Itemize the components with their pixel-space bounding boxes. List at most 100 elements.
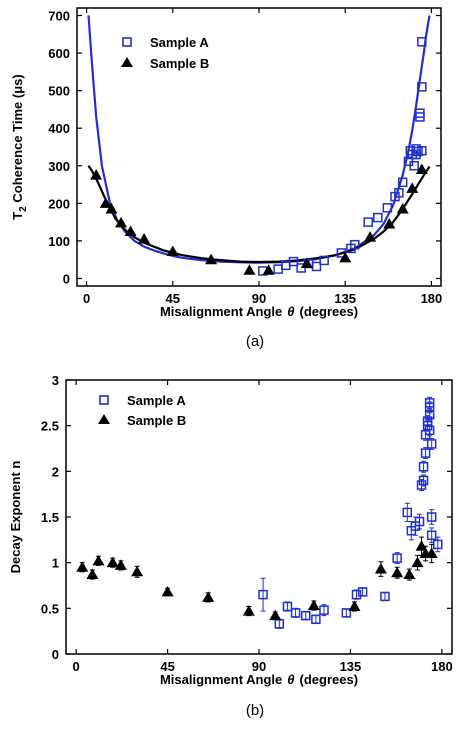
- data-point-sample-b: [364, 231, 377, 242]
- data-point-sample-b: [411, 556, 424, 568]
- data-point-sample-a: [402, 507, 413, 518]
- data-point-sample-b: [415, 163, 428, 175]
- legend-a-label-sample-b: Sample B: [150, 56, 209, 71]
- legend-a-marker-sample-a: [122, 37, 132, 47]
- data-point-sample-a: [415, 108, 425, 118]
- chart-a-xlabel: Misalignment Angle θ (degrees): [160, 304, 358, 319]
- data-point-sample-a: [417, 146, 427, 156]
- data-point-sample-b: [391, 566, 404, 578]
- x-tick-label: 0: [83, 291, 90, 306]
- data-point-sample-b: [383, 218, 396, 229]
- data-point-sample-a: [433, 539, 443, 550]
- data-point-sample-b: [262, 264, 275, 275]
- data-point-sample-b: [99, 197, 112, 208]
- data-point-sample-b: [300, 257, 313, 268]
- x-tick-label: 180: [431, 659, 453, 674]
- data-point-sample-a: [311, 614, 321, 625]
- data-point-sample-a: [424, 425, 435, 435]
- x-tick-label: 135: [334, 291, 356, 306]
- data-point-sample-a: [350, 239, 360, 250]
- chart-a-frame: [76, 7, 442, 287]
- fit-curve: [87, 15, 431, 264]
- chart-a-ticks: 0 45 90 135 180 0 100 200 300 400 500 600 700: [48, 8, 442, 306]
- data-point-sample-a: [341, 608, 352, 618]
- data-point-sample-a: [351, 589, 362, 600]
- y-tick-label: 3: [52, 373, 59, 388]
- y-tick-label: 1: [52, 556, 59, 571]
- chart-panel-b: 0 45 90 135 180 0 0.5 1 1.5 2 2.5 3 Sample A Sample…: [8, 373, 453, 719]
- data-point-sample-a: [373, 212, 383, 223]
- x-tick-label: 0: [73, 659, 80, 674]
- legend-b-label-sample-a: Sample A: [127, 393, 186, 408]
- chart-a-plot: [87, 15, 431, 276]
- data-point-sample-a: [281, 260, 291, 271]
- data-point-sample-a: [397, 177, 408, 188]
- data-point-sample-b: [307, 599, 320, 611]
- data-point-sample-b: [161, 585, 174, 597]
- data-point-sample-b: [269, 609, 282, 621]
- x-tick-label: 180: [421, 291, 443, 306]
- data-point-sample-a: [357, 587, 368, 597]
- y-tick-label: 2.5: [41, 419, 59, 434]
- data-point-sample-a: [273, 264, 283, 274]
- chart-b-plot: [76, 396, 443, 629]
- y-tick-label: 0: [52, 647, 59, 662]
- data-point-sample-b: [243, 264, 256, 275]
- data-point-sample-b: [348, 600, 361, 612]
- data-point-sample-b: [374, 563, 387, 574]
- data-point-sample-b: [202, 591, 215, 602]
- data-point-sample-a: [363, 217, 373, 227]
- y-tick-label: 2: [52, 464, 59, 479]
- data-point-sample-a: [409, 161, 419, 171]
- data-point-sample-b: [242, 605, 255, 616]
- data-point-sample-a: [258, 589, 268, 600]
- data-point-sample-b: [339, 251, 352, 263]
- chart-panel-a: 0 45 90 135 180 0 100 200 300 400 500 600 700 Sample…: [10, 7, 442, 350]
- y-tick-label: 0.5: [41, 601, 59, 616]
- chart-b-ticks: 0 45 90 135 180 0 0.5 1 1.5 2 2.5 3: [41, 373, 453, 674]
- y-tick-label: 1.5: [41, 510, 59, 525]
- data-point-sample-a: [411, 144, 421, 154]
- data-point-sample-a: [288, 256, 299, 267]
- data-point-sample-a: [380, 591, 390, 602]
- data-point-sample-b: [86, 568, 99, 580]
- y-tick-label: 400: [48, 121, 70, 136]
- data-point-sample-b: [105, 202, 118, 214]
- y-tick-label: 500: [48, 84, 70, 99]
- data-point-sample-a: [414, 516, 425, 527]
- data-point-sample-b: [396, 202, 409, 214]
- y-tick-label: 0: [63, 271, 70, 286]
- data-point-sample-a: [382, 203, 393, 213]
- data-point-sample-a: [311, 261, 322, 272]
- data-point-sample-a: [418, 462, 429, 472]
- chart-a-ylabel: T2 Coherence Time (μs): [10, 74, 29, 220]
- data-point-sample-a: [418, 475, 429, 486]
- y-tick-label: 200: [48, 196, 70, 211]
- legend-a-marker-sample-b: [121, 57, 133, 67]
- data-point-sample-a: [426, 512, 437, 522]
- data-point-sample-a: [426, 530, 437, 541]
- data-point-sample-a: [300, 610, 311, 621]
- x-tick-label: 45: [166, 291, 180, 306]
- data-point-sample-a: [392, 553, 402, 563]
- data-point-sample-b: [90, 169, 103, 180]
- x-tick-label: 45: [160, 659, 174, 674]
- data-point-sample-a: [417, 82, 427, 92]
- data-point-sample-b: [115, 216, 128, 228]
- data-point-sample-a: [282, 601, 293, 612]
- data-point-sample-a: [394, 188, 404, 198]
- data-point-sample-b: [114, 559, 127, 570]
- data-point-sample-b: [76, 561, 89, 572]
- data-point-sample-b: [415, 540, 428, 551]
- legend-a-label-sample-a: Sample A: [150, 35, 209, 50]
- data-point-sample-a: [274, 619, 285, 629]
- data-point-sample-b: [131, 565, 144, 577]
- data-point-sample-b: [406, 182, 419, 193]
- data-point-sample-b: [205, 253, 218, 265]
- data-point-sample-a: [319, 605, 329, 615]
- chart-b-panel-label: (b): [246, 702, 264, 719]
- y-tick-label: 700: [48, 9, 70, 24]
- chart-b-ylabel: Decay Exponent n: [8, 461, 23, 574]
- y-tick-label: 600: [48, 46, 70, 61]
